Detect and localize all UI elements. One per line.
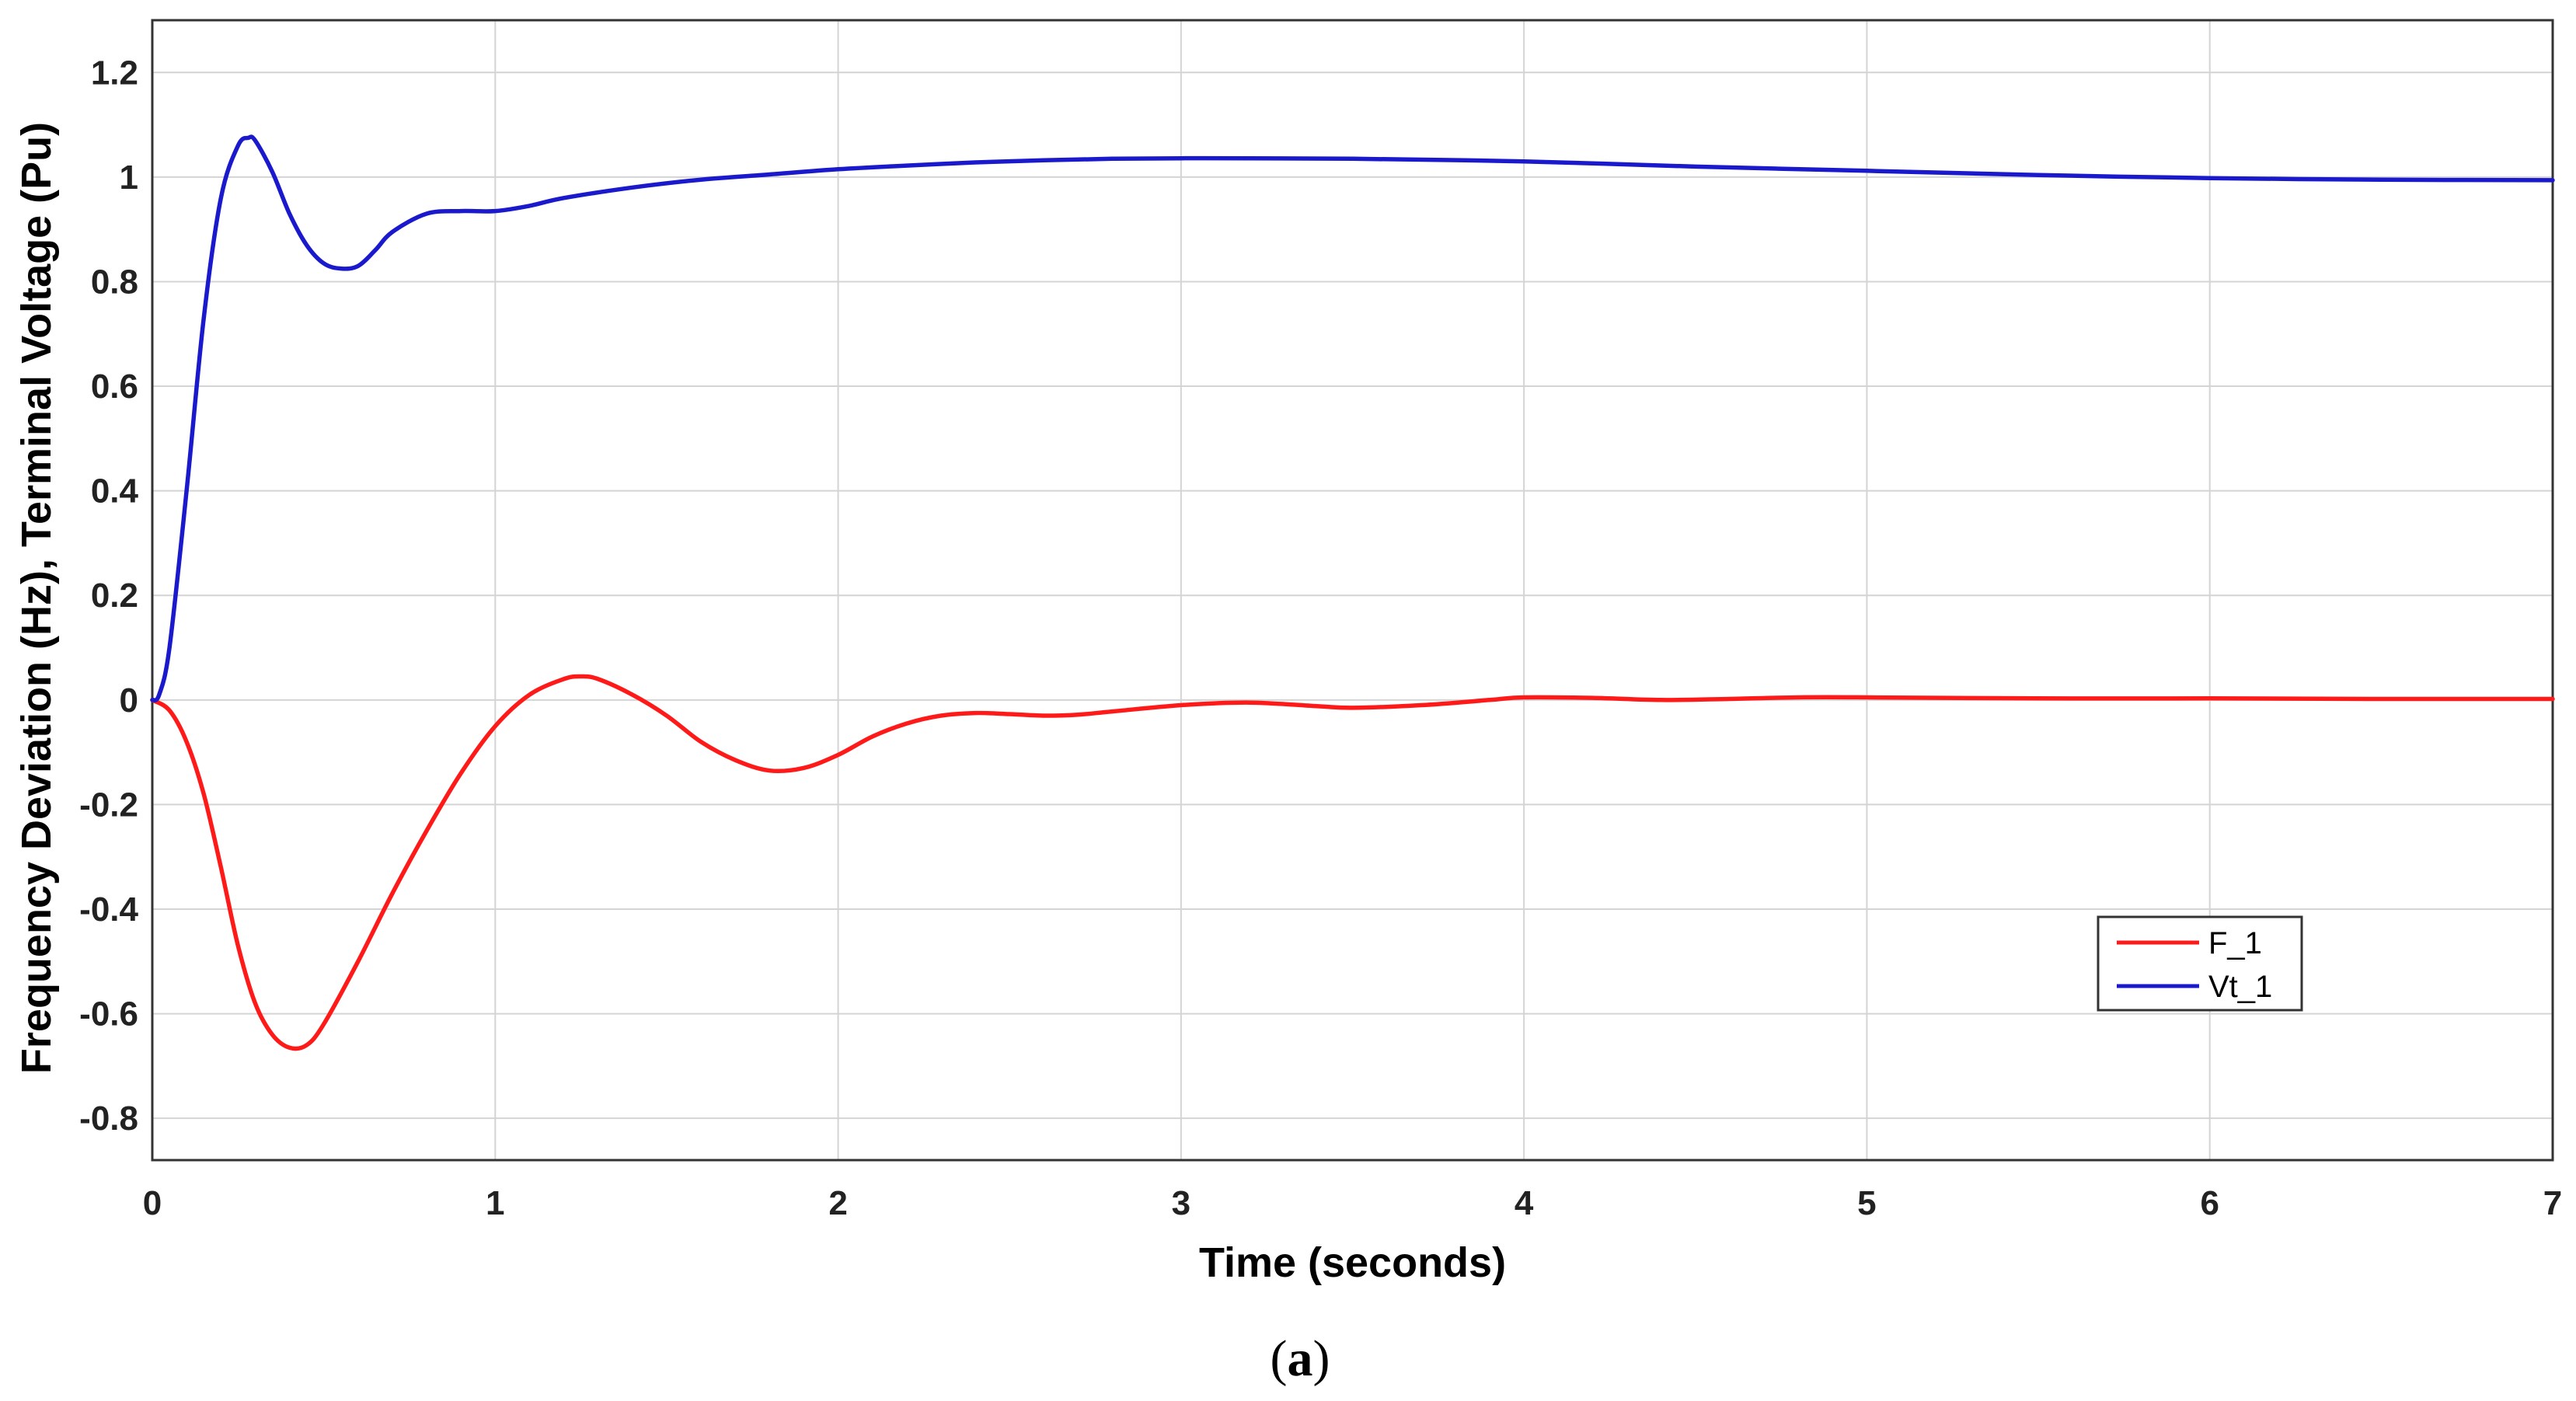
y-tick-label: 1 <box>120 159 138 197</box>
x-tick-label: 4 <box>1515 1184 1534 1222</box>
y-tick-label: 0.8 <box>91 263 138 301</box>
y-tick-label: -0.8 <box>79 1100 138 1138</box>
x-tick-label: 6 <box>2200 1184 2219 1222</box>
caption-letter: a <box>1288 1330 1313 1387</box>
y-tick-label: 1.2 <box>91 54 138 92</box>
x-tick-label: 1 <box>486 1184 504 1222</box>
legend-box <box>2097 915 2303 1012</box>
x-tick-label: 5 <box>1857 1184 1876 1222</box>
y-axis-label: Frequency Deviation (Hz), Terminal Volta… <box>13 122 60 1074</box>
x-axis-label: Time (seconds) <box>1199 1239 1506 1286</box>
plot-area-frame <box>151 19 2554 1162</box>
series-lines <box>150 134 2555 1051</box>
y-tick-label: 0.2 <box>91 577 138 615</box>
y-tick-label: -0.6 <box>79 995 138 1033</box>
caption-open-paren: ( <box>1271 1330 1288 1387</box>
grid <box>152 20 2553 1160</box>
x-tick-label: 0 <box>143 1184 162 1222</box>
series-line-vt1 <box>150 134 2555 702</box>
y-tick-label: 0.6 <box>91 368 138 406</box>
legend-label-f1: F_1 <box>2208 926 2262 960</box>
series-line-f1 <box>150 674 2555 1051</box>
x-tick-label: 3 <box>1172 1184 1190 1222</box>
x-tick-label: 2 <box>828 1184 847 1222</box>
y-tick-label: -0.2 <box>79 786 138 824</box>
legend: F_1 Vt_1 <box>2097 915 2303 1012</box>
legend-label-vt1: Vt_1 <box>2208 970 2272 1004</box>
x-tick-labels: 0 1 2 3 4 5 6 7 <box>143 1184 2562 1222</box>
y-tick-label: 0 <box>120 681 138 720</box>
y-tick-label: -0.4 <box>79 890 138 929</box>
y-tick-labels: -0.8 -0.6 -0.4 -0.2 0 0.2 0.4 0.6 0.8 1 1.2 <box>79 54 138 1138</box>
y-tick-label: 0.4 <box>91 472 139 511</box>
figure-caption: (a) <box>1271 1330 1330 1387</box>
caption-close-paren: ) <box>1313 1330 1330 1387</box>
x-tick-label: 7 <box>2543 1184 2562 1222</box>
